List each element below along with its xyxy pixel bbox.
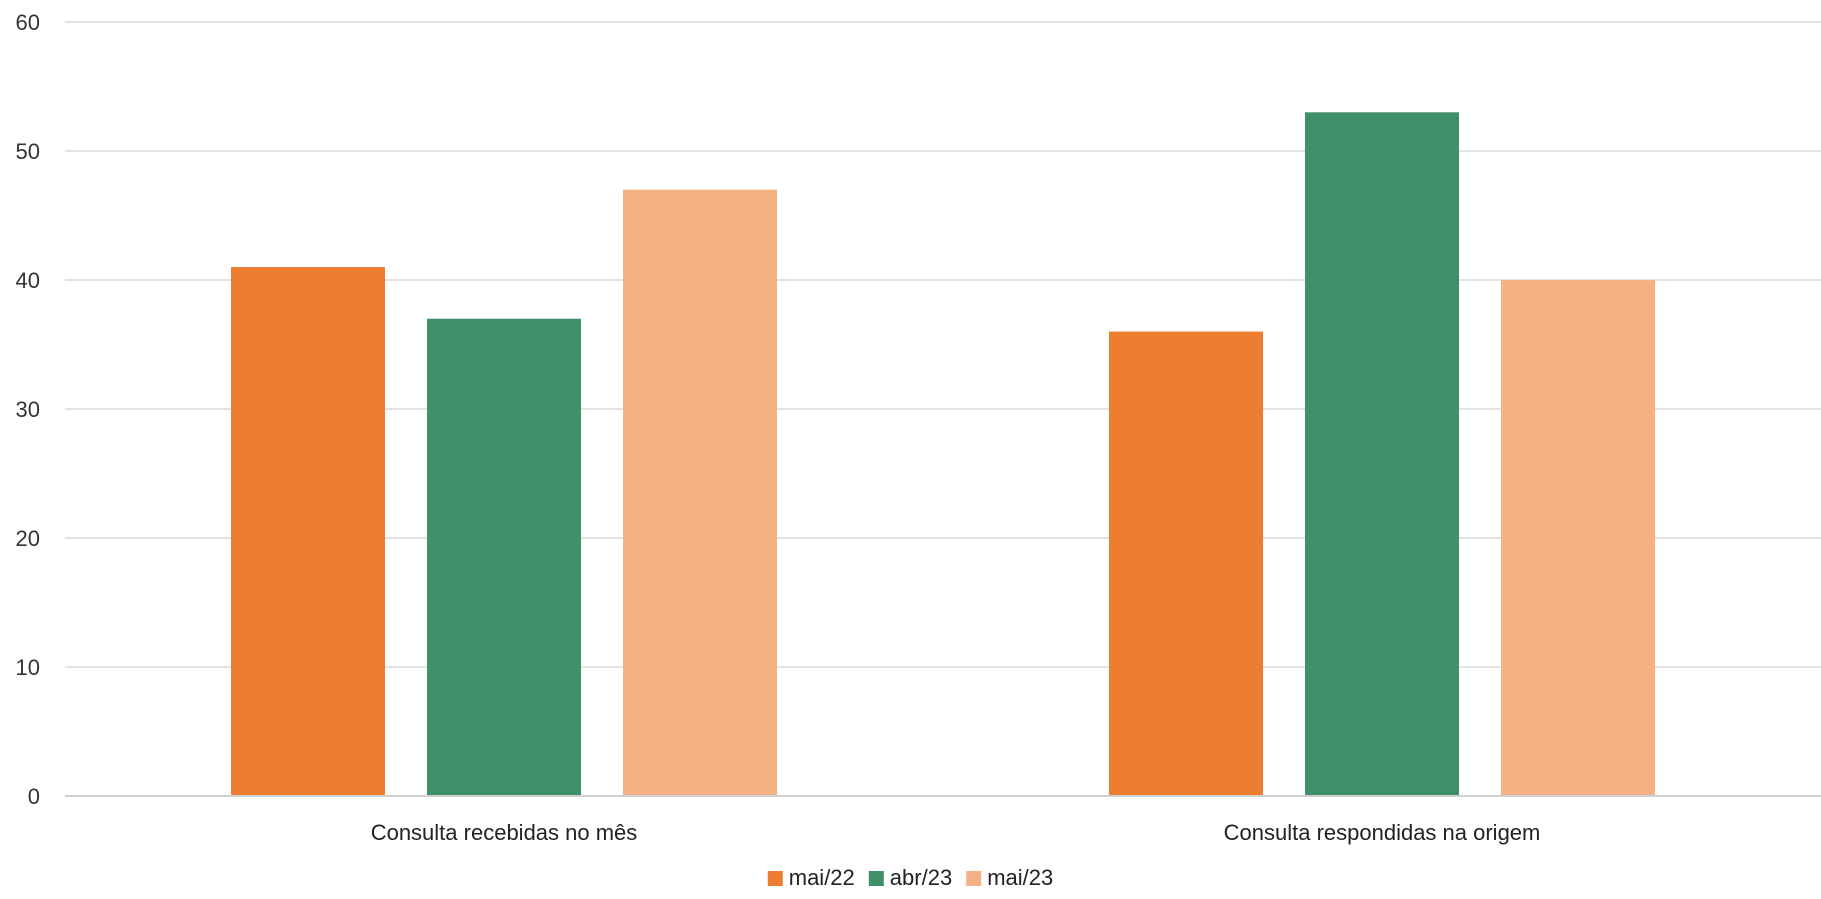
- legend-label: mai/22: [789, 865, 855, 890]
- legend-label: abr/23: [890, 865, 952, 890]
- bar-mai-23-recebidas: [623, 189, 777, 796]
- bar-mai-23-respondidas: [1501, 280, 1655, 796]
- bar-abr-23-recebidas: [427, 318, 581, 796]
- y-tick-label: 20: [16, 526, 40, 551]
- category-labels: Consulta recebidas no mês Consulta respon…: [371, 820, 1541, 845]
- legend-item-mai-22: mai/22: [767, 865, 855, 890]
- legend-swatch: [966, 871, 982, 886]
- legend-label: mai/23: [987, 865, 1053, 890]
- y-axis-ticks: 0 10 20 30 40 50 60: [16, 10, 40, 809]
- legend: mai/22 abr/23 mai/23: [767, 865, 1053, 890]
- legend-item-abr-23: abr/23: [868, 865, 952, 890]
- bar-abr-23-respondidas: [1305, 112, 1459, 797]
- legend-item-mai-23: mai/23: [966, 865, 1053, 890]
- legend-swatch: [767, 871, 783, 886]
- x-category-label: Consulta recebidas no mês: [371, 820, 638, 845]
- y-tick-label: 40: [16, 268, 40, 293]
- y-tick-label: 0: [28, 784, 40, 809]
- y-tick-label: 10: [16, 655, 40, 680]
- bars: [231, 112, 1655, 797]
- bar-mai-22-respondidas: [1109, 331, 1263, 796]
- legend-swatch: [868, 871, 884, 886]
- y-tick-label: 60: [16, 10, 40, 35]
- x-category-label: Consulta respondidas na origem: [1224, 820, 1541, 845]
- bar-mai-22-recebidas: [231, 267, 385, 797]
- y-tick-label: 50: [16, 139, 40, 164]
- y-tick-label: 30: [16, 397, 40, 422]
